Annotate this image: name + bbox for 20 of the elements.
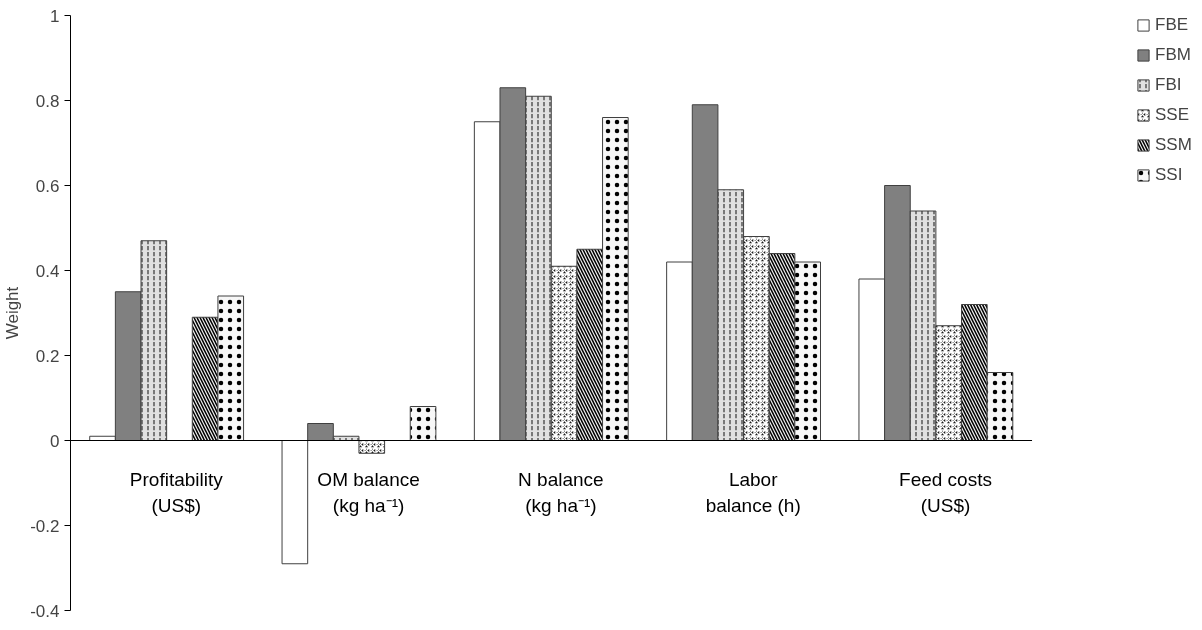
x-tick-label: Feed costs (US$) bbox=[899, 468, 992, 516]
y-tick-label: 0.6 bbox=[35, 176, 60, 196]
legend-label: SSE bbox=[1155, 105, 1191, 125]
legend-label: FBE bbox=[1155, 15, 1190, 35]
x-tick-label: Labor balance (h) bbox=[705, 468, 801, 516]
x-tick-label: Profitability (US$) bbox=[129, 468, 224, 516]
y-tick-label: 1 bbox=[50, 6, 60, 26]
legend-label: FBM bbox=[1155, 45, 1192, 65]
y-tick-label: 0.2 bbox=[35, 346, 60, 366]
x-tick-label: OM balance (kg ha⁻¹) bbox=[317, 468, 420, 516]
y-tick-label: 0.4 bbox=[35, 261, 60, 281]
y-tick-label: -0.4 bbox=[30, 601, 60, 621]
y-tick-label: 0 bbox=[50, 431, 60, 451]
legend-label: SSM bbox=[1155, 135, 1193, 155]
legend-label: FBI bbox=[1155, 75, 1183, 95]
y-tick-label: -0.2 bbox=[30, 516, 60, 536]
x-tick-label: N balance (kg ha⁻¹) bbox=[518, 468, 604, 516]
legend-label: SSI bbox=[1155, 165, 1184, 185]
y-axis-title: Weight bbox=[3, 286, 23, 340]
y-tick-label: 0.8 bbox=[35, 91, 60, 111]
